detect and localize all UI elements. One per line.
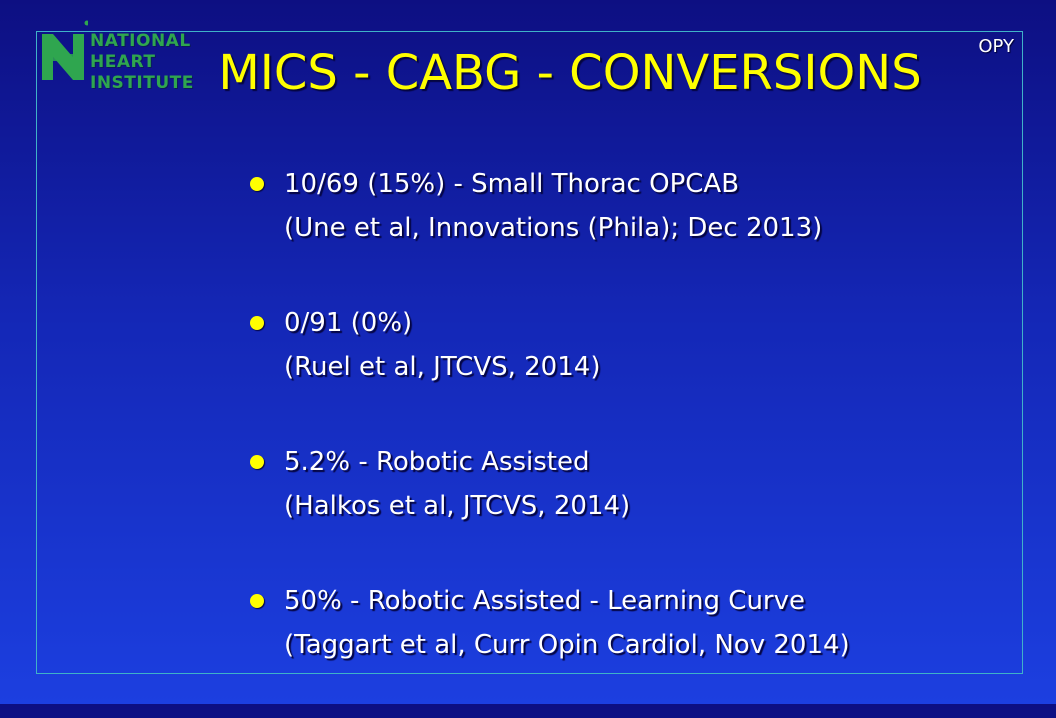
logo-line-2: HEART <box>90 52 156 72</box>
corner-tag: OPY <box>978 36 1014 57</box>
bullet-dot-icon <box>250 316 264 330</box>
bullet-citation: (Halkos et al, JTCVS, 2014) <box>284 491 631 521</box>
bullet-item: 0/91 (0%) (Ruel et al, JTCVS, 2014) <box>246 301 850 440</box>
bullet-item: 5.2% - Robotic Assisted (Halkos et al, J… <box>246 440 850 579</box>
bullet-citation: (Une et al, Innovations (Phila); Dec 201… <box>284 213 823 243</box>
logo-text: NATIONAL HEART INSTITUTE <box>90 31 194 94</box>
bullet-main-text: 5.2% - Robotic Assisted <box>284 447 590 477</box>
logo-line-1: NATIONAL <box>90 31 191 51</box>
slide-frame <box>36 31 1023 674</box>
bullet-citation: (Taggart et al, Curr Opin Cardiol, Nov 2… <box>284 630 850 660</box>
bullet-list: 10/69 (15%) - Small Thorac OPCAB (Une et… <box>246 162 850 718</box>
logo-mark-icon <box>42 20 88 80</box>
bullet-dot-icon <box>250 455 264 469</box>
bullet-dot-icon <box>250 594 264 608</box>
bullet-main-text: 10/69 (15%) - Small Thorac OPCAB <box>284 169 740 199</box>
bullet-item: 10/69 (15%) - Small Thorac OPCAB (Une et… <box>246 162 850 301</box>
bullet-citation: (Ruel et al, JTCVS, 2014) <box>284 352 601 382</box>
bullet-main-text: 0/91 (0%) <box>284 308 413 338</box>
national-heart-institute-logo: NATIONAL HEART INSTITUTE <box>40 20 193 93</box>
bullet-item: 50% - Robotic Assisted - Learning Curve … <box>246 579 850 718</box>
bullet-dot-icon <box>250 177 264 191</box>
slide-title: MICS - CABG - CONVERSIONS <box>218 45 922 101</box>
bullet-main-text: 50% - Robotic Assisted - Learning Curve <box>284 586 805 616</box>
logo-line-3: INSTITUTE <box>90 73 194 93</box>
